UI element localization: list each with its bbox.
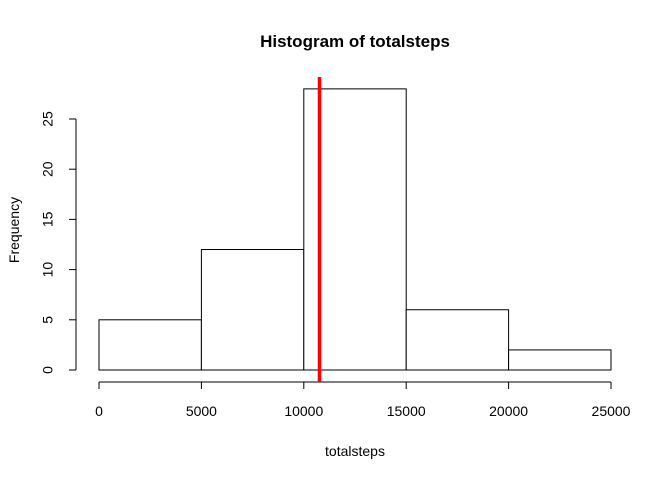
histogram-bars — [98, 88, 612, 371]
y-axis: 0 5 10 15 20 25 — [40, 111, 77, 374]
x-tick-label-2: 10000 — [284, 403, 323, 419]
y-tick-label-0: 0 — [40, 366, 56, 374]
x-tick-label-0: 0 — [95, 403, 103, 419]
y-tick-label-2: 10 — [40, 262, 56, 278]
histogram-bar-3 — [405, 309, 510, 371]
y-tick-label-4: 20 — [40, 161, 56, 177]
x-tick-label-4: 20000 — [489, 403, 528, 419]
y-tick-label-5: 25 — [40, 111, 56, 127]
y-tick-label-3: 15 — [40, 211, 56, 227]
histogram-bar-1 — [200, 249, 305, 371]
x-tick-label-3: 15000 — [387, 403, 426, 419]
histogram-bar-4 — [508, 349, 612, 371]
y-axis-label: Frequency — [6, 197, 22, 263]
chart-title: Histogram of totalsteps — [260, 32, 450, 51]
x-axis-label: totalsteps — [325, 443, 385, 459]
x-tick-label-1: 5000 — [186, 403, 217, 419]
x-axis: 0 5000 10000 15000 20000 25000 — [95, 381, 631, 419]
histogram-bar-0 — [98, 319, 202, 371]
y-tick-label-1: 5 — [40, 316, 56, 324]
x-tick-label-5: 25000 — [592, 403, 631, 419]
